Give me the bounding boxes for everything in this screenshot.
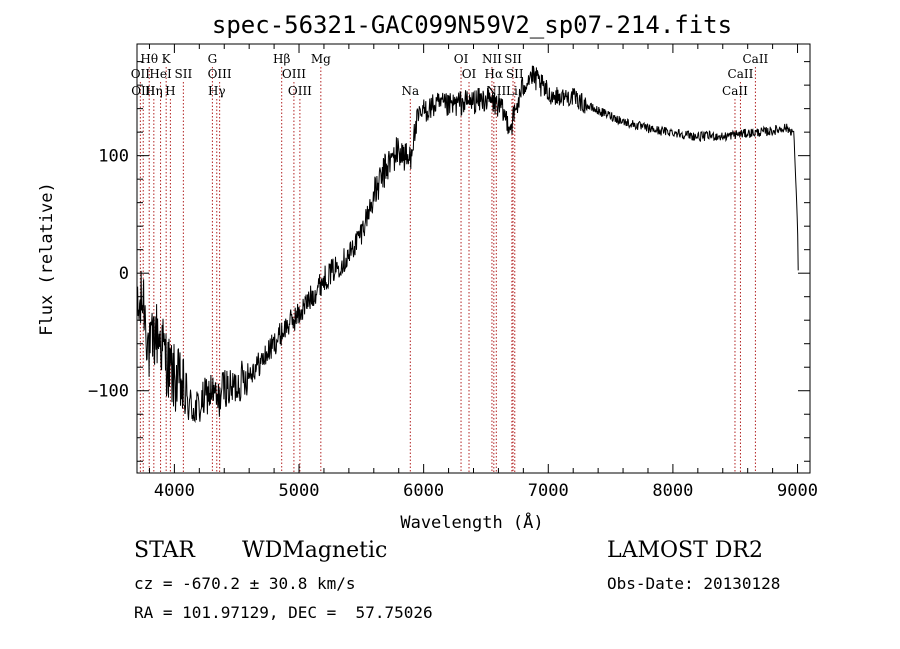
line-marker-label: Na (401, 84, 419, 98)
line-marker-label: K (162, 52, 172, 66)
x-tick-label: 8000 (652, 481, 693, 501)
line-marker-label: Li (506, 84, 518, 98)
line-marker-label: OI (462, 67, 477, 81)
line-marker-label: CaII (722, 84, 748, 98)
line-marker-label: Hα (485, 67, 504, 81)
line-marker-label: OIII (208, 67, 232, 81)
x-axis-label: Wavelength (Å) (400, 511, 543, 533)
line-marker-label: Hη (145, 84, 163, 98)
line-marker-label: H (165, 84, 175, 98)
y-tick-label: 0 (119, 264, 129, 284)
line-marker-label: OII (131, 67, 151, 81)
line-marker-label: OIII (288, 84, 312, 98)
redshift-cz: cz = -670.2 ± 30.8 km/s (134, 574, 356, 593)
line-marker-label: OI (454, 52, 469, 66)
x-tick-label: 4000 (154, 481, 195, 501)
line-marker-label: Hθ (140, 52, 158, 66)
observation-date: Obs-Date: 20130128 (607, 574, 781, 593)
line-marker-label: OIII (282, 67, 306, 81)
y-tick-label: −100 (88, 382, 129, 402)
line-marker-label: NII (486, 84, 506, 98)
x-tick-label: 7000 (528, 481, 569, 501)
y-tick-label: 100 (98, 147, 129, 167)
plot-frame (136, 43, 811, 474)
x-tick-label: 6000 (403, 481, 444, 501)
object-class: STAR (134, 538, 195, 563)
line-marker-label: Mg (311, 52, 331, 66)
line-marker-label: HeI (149, 67, 172, 81)
x-tick-label: 5000 (279, 481, 320, 501)
spectrum-line (137, 65, 799, 424)
x-axis: 4000 5000 6000 7000 8000 9000 (148, 44, 818, 501)
y-axis: −100 0 100 (88, 61, 810, 462)
line-marker-label: CaII (742, 52, 768, 66)
line-marker-label: Hγ (208, 84, 226, 98)
line-marker-label: CaII (728, 67, 754, 81)
line-marker-label: NII (482, 52, 502, 66)
chart-title: spec-56321-GAC099N59V2_sp07-214.fits (212, 11, 732, 39)
line-marker-label: Hβ (273, 52, 290, 66)
line-marker-label: SII (504, 52, 522, 66)
object-subclass: WDMagnetic (242, 538, 388, 563)
ra-dec: RA = 101.97129, DEC = 57.75026 (134, 603, 433, 622)
y-axis-label: Flux (relative) (37, 182, 57, 336)
survey-name: LAMOST DR2 (607, 538, 763, 563)
x-tick-label: 9000 (777, 481, 818, 501)
line-marker-label: SII (175, 67, 193, 81)
line-marker-label: SII (506, 67, 524, 81)
line-marker-label: G (208, 52, 218, 66)
